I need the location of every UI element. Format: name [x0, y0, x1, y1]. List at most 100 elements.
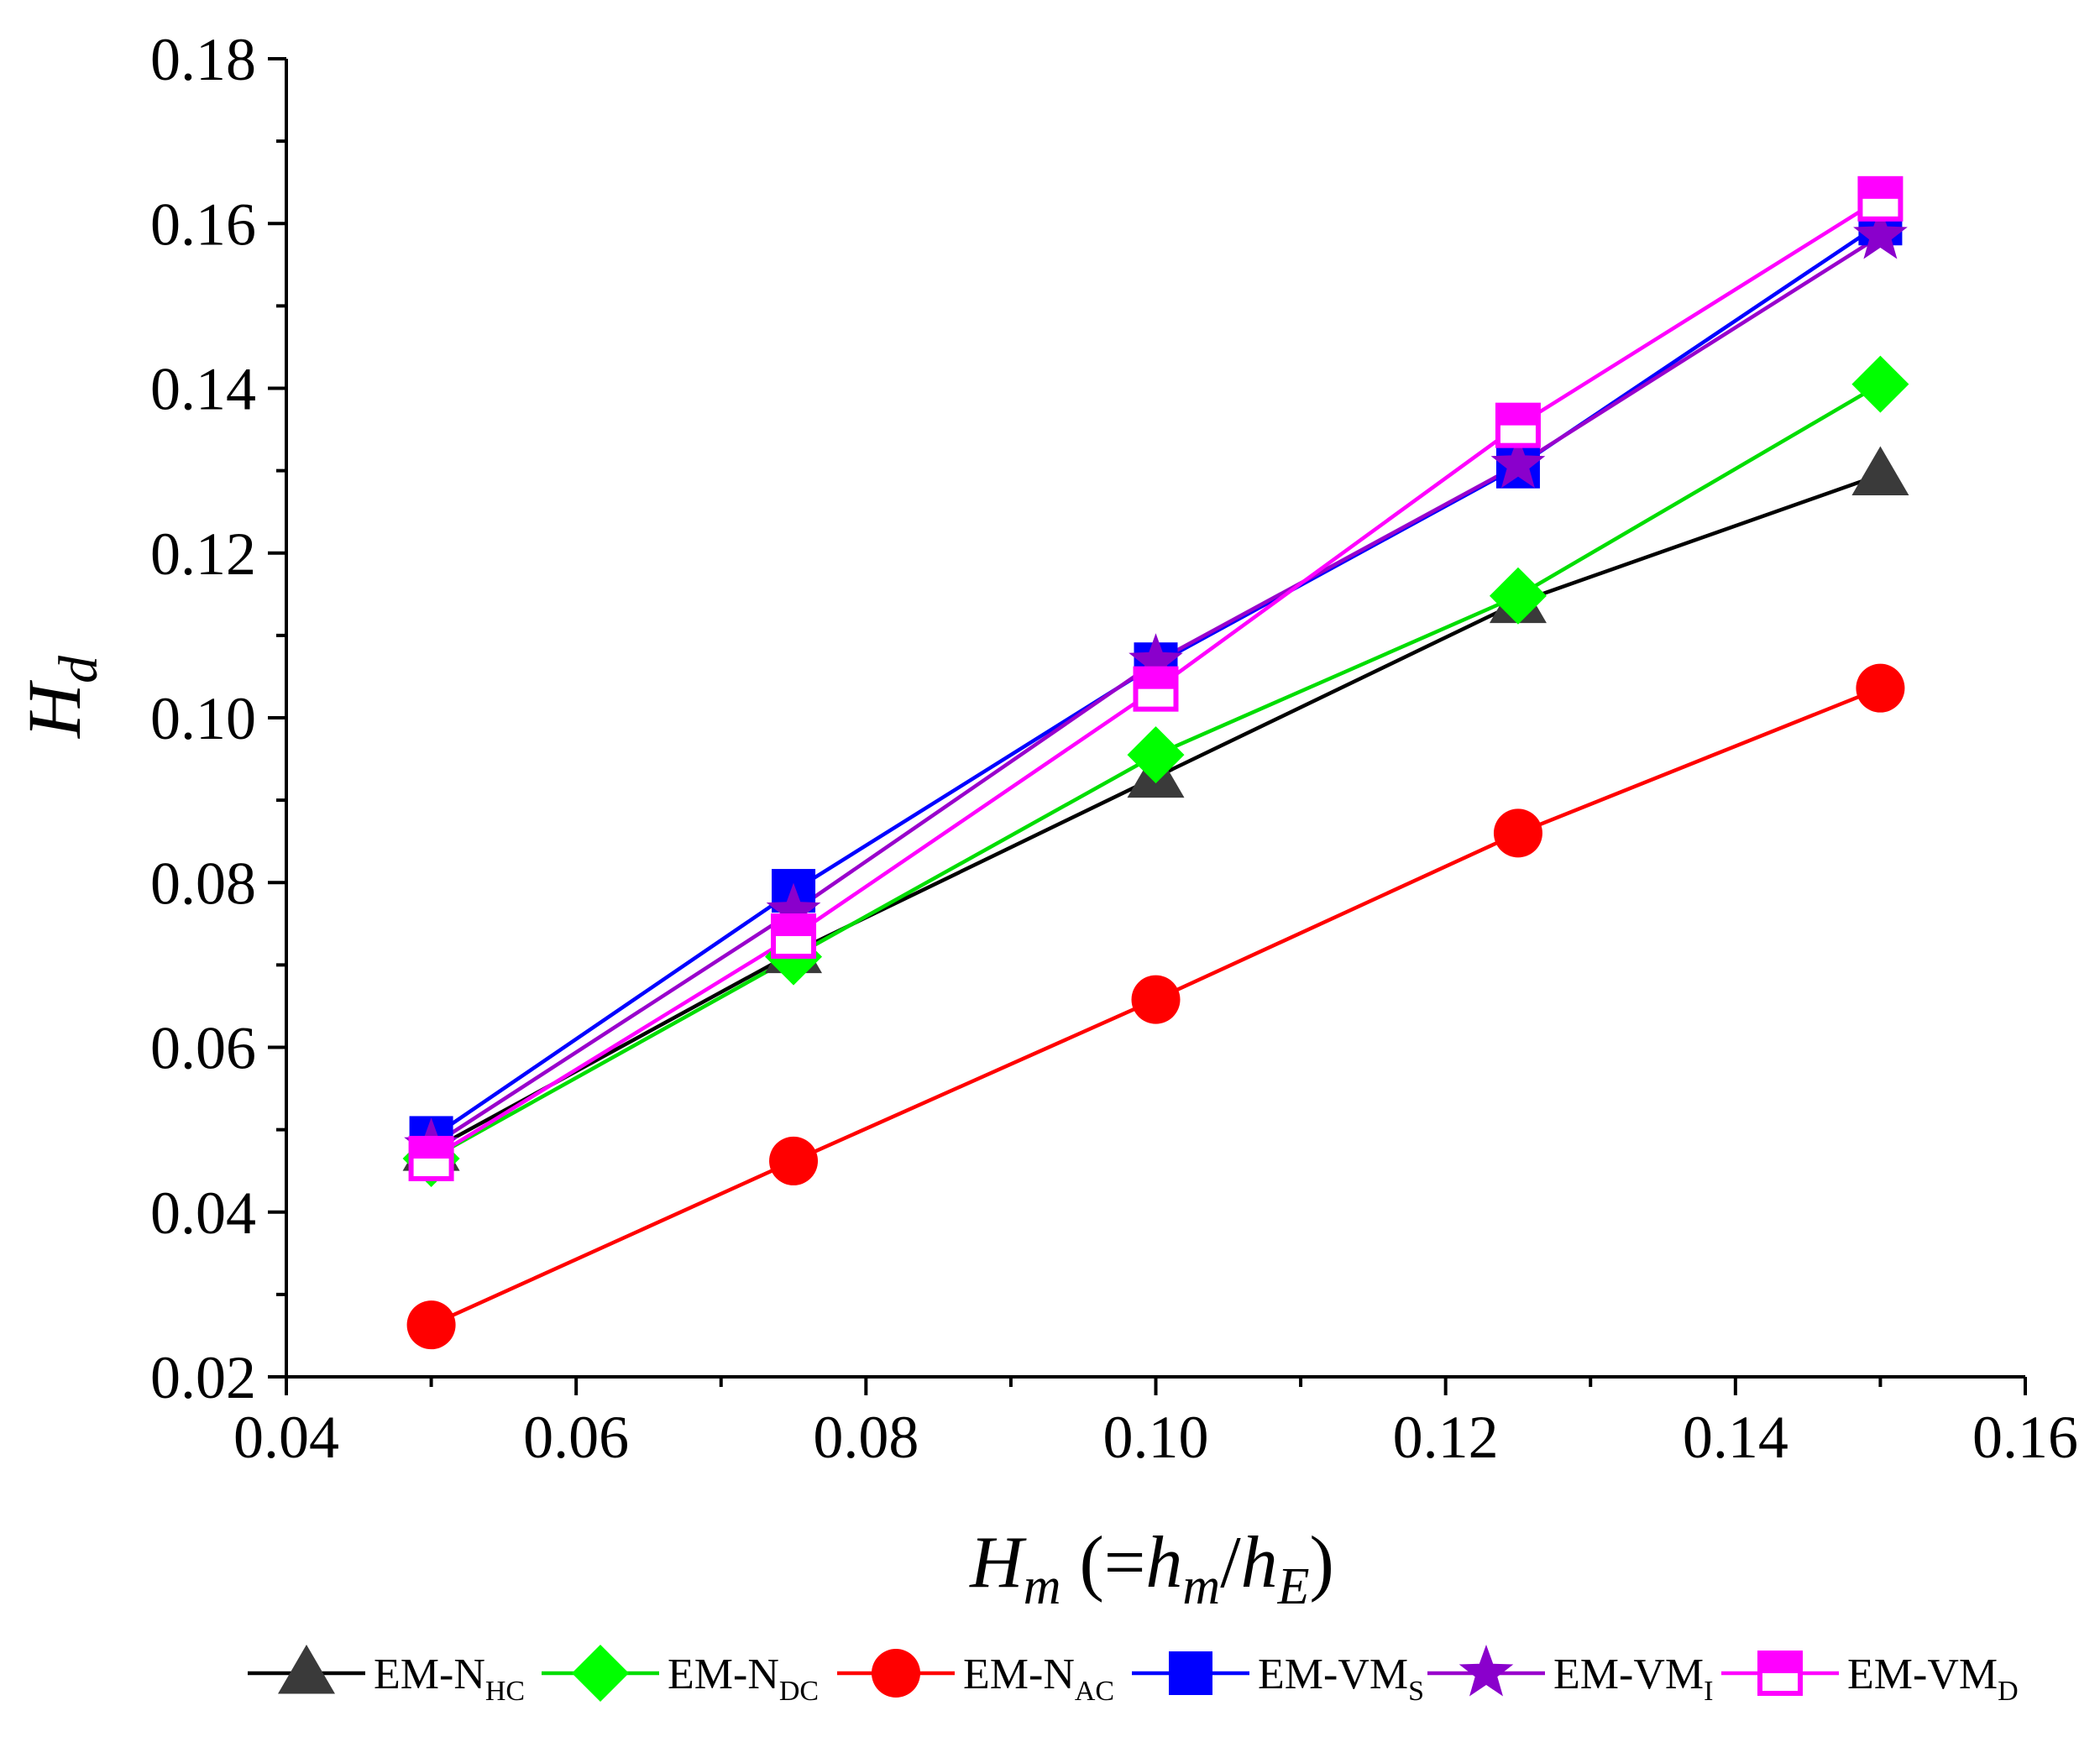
half-square-fill	[1760, 1653, 1800, 1673]
legend-label: EM-VMI	[1553, 1651, 1713, 1707]
legend-label-sub: AC	[1075, 1676, 1114, 1707]
data-point-dc	[1851, 355, 1909, 413]
data-point-ac	[406, 1300, 456, 1350]
data-point-i	[766, 882, 821, 935]
y-axis-title-sub: d	[48, 655, 109, 683]
legend-entry-hc: EM-NHC	[248, 1645, 525, 1707]
circle-marker-shape	[872, 1649, 920, 1698]
y-axis-title: Hd	[13, 655, 109, 739]
data-point-d	[408, 1135, 454, 1181]
x-tick-label: 0.08	[813, 1404, 919, 1471]
x-tick-label: 0.16	[1972, 1404, 2078, 1471]
y-tick-label: 0.16	[150, 191, 256, 258]
data-point-dc	[1127, 726, 1185, 784]
legend-entry-dc: EM-NDC	[542, 1645, 819, 1707]
x-title-main: H	[969, 1522, 1027, 1604]
square-marker-shape	[1169, 1651, 1212, 1695]
half-square-fill	[773, 916, 814, 937]
x-title-h1-sub: m	[1182, 1558, 1220, 1615]
legend-label-main: EM-N	[963, 1651, 1075, 1698]
star-marker-shape	[1490, 436, 1546, 489]
legend-label: EM-VMS	[1258, 1651, 1424, 1707]
legend-label: EM-NDC	[668, 1651, 819, 1707]
legend-label-sub: D	[1998, 1676, 2019, 1707]
legend-label-sub: HC	[485, 1676, 525, 1707]
diamond-marker-shape	[1127, 726, 1185, 784]
legend-marker	[1757, 1651, 1803, 1696]
x-tick-label: 0.14	[1683, 1404, 1788, 1471]
y-tick-label: 0.04	[150, 1180, 256, 1247]
data-point-ac	[1493, 808, 1542, 858]
legend-marker	[872, 1649, 920, 1698]
triangle-marker-shape	[278, 1645, 335, 1694]
data-point-d	[1133, 666, 1179, 712]
y-tick-label: 0.02	[150, 1344, 256, 1411]
circle-marker-shape	[1493, 808, 1542, 858]
legend-entry-d: EM-VMD	[1721, 1651, 2019, 1707]
star-marker-shape	[1853, 207, 1908, 259]
x-tick-label: 0.10	[1103, 1404, 1209, 1471]
half-square-fill	[1860, 178, 1901, 199]
y-tick-label: 0.06	[150, 1015, 256, 1082]
star-marker-shape	[1458, 1645, 1514, 1697]
circle-marker-shape	[1131, 975, 1181, 1024]
data-point-ac	[1131, 975, 1181, 1024]
legend-label: EM-VMD	[1847, 1651, 2019, 1707]
data-point-ac	[769, 1136, 819, 1185]
x-axis-title: Hm (=hm/hE)	[969, 1522, 1334, 1615]
diamond-marker-shape	[1489, 567, 1547, 625]
legend-label-main: EM-VM	[1258, 1651, 1408, 1698]
y-tick-label: 0.10	[150, 685, 256, 752]
legend-marker	[278, 1645, 335, 1694]
triangle-marker-shape	[1851, 446, 1909, 496]
legend-marker	[1169, 1651, 1212, 1695]
legend-marker	[572, 1645, 629, 1702]
svg-text:Hd: Hd	[13, 655, 109, 739]
data-point-ac	[1856, 663, 1905, 713]
y-tick-label: 0.08	[150, 850, 256, 917]
y-axis-title-main: H	[13, 679, 97, 739]
diamond-marker-shape	[572, 1645, 629, 1702]
data-point-d	[1495, 402, 1541, 448]
legend-label-main: EM-N	[668, 1651, 779, 1698]
legend-entry-ac: EM-NAC	[837, 1649, 1114, 1707]
legend-marker	[1458, 1645, 1514, 1697]
legend: EM-NHC EM-NDC EM-NAC EM-VMS EM-VMI EM-VMD	[248, 1645, 2019, 1707]
legend-label: EM-NHC	[374, 1651, 525, 1707]
circle-marker-shape	[769, 1136, 819, 1185]
legend-label-main: EM-VM	[1847, 1651, 1998, 1698]
data-point-d	[771, 913, 817, 960]
x-title-h1: h	[1145, 1522, 1182, 1604]
y-tick-label: 0.18	[150, 26, 256, 93]
star-marker-shape	[1129, 633, 1183, 685]
half-square-fill	[411, 1138, 452, 1159]
legend-label-sub: S	[1408, 1676, 1424, 1707]
circle-marker-shape	[406, 1300, 456, 1350]
x-tick-label: 0.12	[1393, 1404, 1499, 1471]
data-point-d	[1857, 175, 1904, 222]
legend-entry-s: EM-VMS	[1132, 1651, 1424, 1707]
series-markers	[402, 175, 1909, 1350]
series-line-hc	[430, 473, 1882, 1153]
legend-entry-i: EM-VMI	[1427, 1645, 1713, 1707]
circle-marker-shape	[1856, 663, 1905, 713]
data-point-hc	[1851, 446, 1909, 496]
legend-label-main: EM-N	[374, 1651, 485, 1698]
x-title-sub: m	[1024, 1558, 1061, 1615]
data-point-i	[1490, 436, 1546, 489]
x-title-slash: /	[1220, 1522, 1241, 1604]
axes-layer: 0.04 0.06 0.08 0.10 0.12 0.14 0.160.020.040.06…	[150, 26, 2078, 1471]
data-point-i	[1129, 633, 1183, 685]
x-tick-label: 0.04	[233, 1404, 339, 1471]
legend-label-sub: I	[1704, 1676, 1713, 1707]
legend-label-main: EM-VM	[1553, 1651, 1704, 1698]
half-square-fill	[1497, 405, 1538, 426]
legend-label: EM-NAC	[963, 1651, 1114, 1707]
x-title-paren-close: )	[1310, 1522, 1334, 1604]
data-point-i	[1853, 207, 1908, 259]
y-tick-label: 0.12	[150, 521, 256, 588]
star-marker-shape	[766, 882, 821, 935]
x-tick-label: 0.06	[523, 1404, 629, 1471]
diamond-marker-shape	[1851, 355, 1909, 413]
